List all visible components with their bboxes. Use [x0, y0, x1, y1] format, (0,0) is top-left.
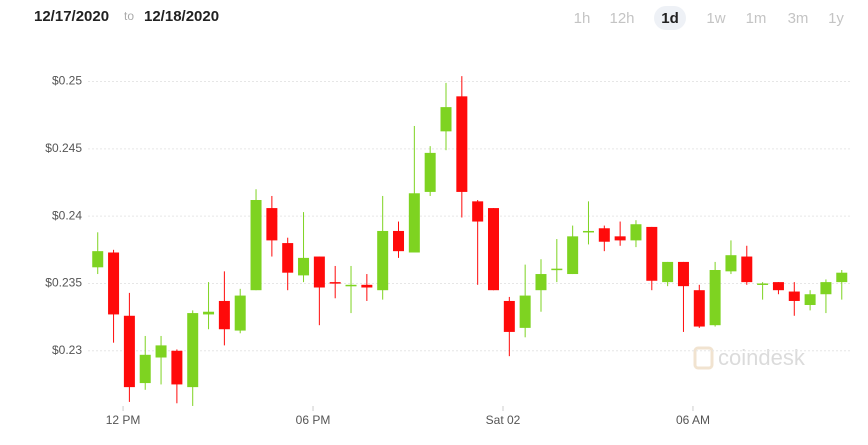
candle-body [567, 236, 579, 275]
to-date[interactable]: 12/18/2020 [144, 8, 219, 25]
candle-body [693, 290, 705, 327]
candle-body [472, 201, 484, 222]
watermark-logo [693, 346, 714, 370]
candle-body [456, 96, 468, 192]
candle-body [487, 208, 499, 291]
range-button[interactable]: 1y [828, 10, 844, 27]
candle-body [424, 152, 436, 192]
range-button[interactable]: 1w [706, 10, 725, 27]
candle-body [820, 282, 832, 295]
y-tick-label: $0.25 [52, 74, 82, 88]
watermark: coindesk [693, 345, 806, 370]
y-tick-label: $0.23 [52, 343, 82, 357]
candle-body [741, 256, 753, 283]
candle-body [804, 294, 816, 305]
range-button[interactable]: 3m [788, 10, 809, 27]
candle-body [535, 274, 547, 291]
candle-body [757, 283, 769, 285]
candle-body [155, 345, 167, 358]
x-tick-label: Sat 02 [486, 413, 521, 427]
range-selected-bg [654, 6, 686, 30]
candle-body [329, 282, 341, 284]
candle-body [598, 228, 610, 242]
x-tick-label: 06 PM [296, 413, 331, 427]
candle-body [646, 226, 658, 281]
candle-body [772, 282, 784, 291]
candle-body [218, 300, 230, 330]
candle-body [393, 230, 405, 252]
to-word: to [124, 9, 134, 23]
candle-body [298, 257, 310, 276]
candle-body [503, 300, 515, 332]
y-tick-label: $0.24 [52, 208, 82, 222]
candle-body [282, 243, 294, 273]
candle-body [123, 315, 135, 388]
candle-body [677, 261, 689, 287]
candle-body [187, 313, 199, 388]
candle-body [662, 261, 674, 283]
range-button[interactable]: 1d [661, 10, 679, 27]
y-tick-label: $0.235 [45, 276, 82, 290]
candle-body [139, 354, 151, 384]
candle-body [836, 272, 848, 283]
range-button[interactable]: 1m [746, 10, 767, 27]
candle-body [250, 200, 262, 291]
candle-body [345, 284, 357, 287]
candle-body [582, 230, 594, 233]
range-button[interactable]: 12h [609, 10, 634, 27]
watermark-text: coindesk [718, 345, 806, 370]
candle-body [408, 193, 420, 253]
range-button[interactable]: 1h [574, 10, 591, 27]
x-tick-label: 06 AM [676, 413, 710, 427]
candle-body [709, 270, 721, 326]
candle-body [440, 107, 452, 132]
candle-body [377, 230, 389, 291]
candle-body [788, 291, 800, 301]
candle-body [92, 251, 104, 268]
from-date[interactable]: 12/17/2020 [34, 8, 109, 25]
candle-body [630, 224, 642, 241]
candle-body [551, 268, 563, 271]
candle-body [108, 252, 120, 315]
candle-body [234, 295, 246, 331]
x-tick-label: 12 PM [106, 413, 141, 427]
candle-body [203, 311, 215, 315]
candle-body [614, 236, 626, 241]
candle-body [266, 208, 278, 241]
candle-body [725, 255, 737, 272]
candle-body [361, 284, 373, 288]
candle-body [313, 256, 325, 288]
y-tick-label: $0.245 [45, 141, 82, 155]
candle-body [519, 295, 531, 328]
candle-body [171, 350, 183, 385]
